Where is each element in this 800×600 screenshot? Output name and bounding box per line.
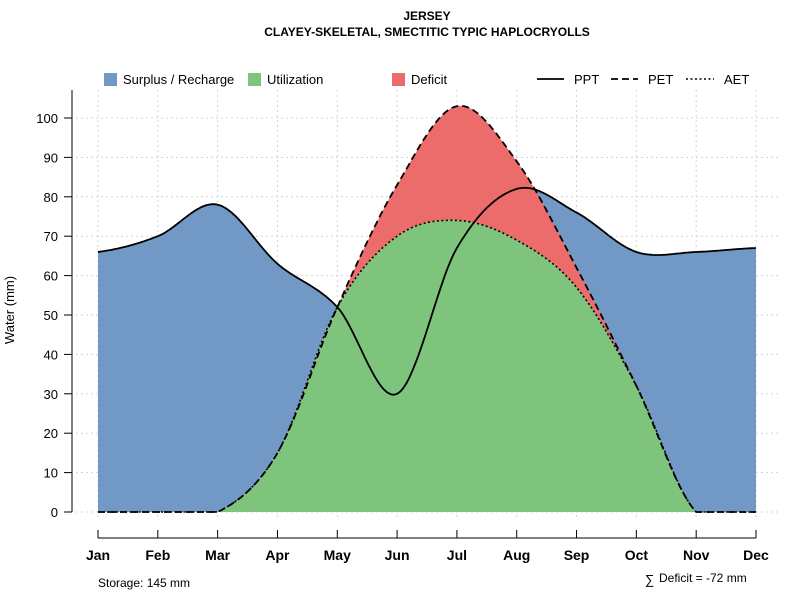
- y-tick-label: 50: [44, 308, 58, 323]
- y-tick-label: 70: [44, 229, 58, 244]
- storage-label: Storage: 145 mm: [98, 576, 190, 590]
- deficit-sum-symbol: ∑: [645, 572, 654, 587]
- legend: Surplus / Recharge Utilization Deficit P…: [104, 72, 749, 87]
- y-tick-label: 10: [44, 466, 58, 481]
- x-tick-label: Mar: [205, 547, 230, 563]
- legend-swatch-deficit: [392, 73, 405, 86]
- y-tick-label: 40: [44, 347, 58, 362]
- deficit-sum-label: Deficit = -72 mm: [659, 571, 747, 585]
- legend-label-pet: PET: [648, 72, 673, 87]
- y-tick-label: 60: [44, 269, 58, 284]
- x-tick-label: May: [324, 547, 351, 563]
- legend-label-surplus: Surplus / Recharge: [123, 72, 234, 87]
- chart-title: JERSEY: [403, 9, 450, 23]
- y-axis-label: Water (mm): [2, 276, 17, 344]
- y-tick-label: 90: [44, 150, 58, 165]
- y-tick-label: 20: [44, 426, 58, 441]
- x-tick-label: Aug: [503, 547, 530, 563]
- x-tick-label: Feb: [145, 547, 170, 563]
- legend-swatch-utilization: [248, 73, 261, 86]
- x-tick-label: Apr: [265, 547, 290, 563]
- deficit-area: [98, 105, 756, 513]
- utilization-area: [98, 220, 756, 513]
- chart-subtitle: CLAYEY-SKELETAL, SMECTITIC TYPIC HAPLOCR…: [264, 25, 590, 39]
- x-tick-label: Jan: [86, 547, 110, 563]
- legend-label-aet: AET: [724, 72, 749, 87]
- legend-label-utilization: Utilization: [267, 72, 323, 87]
- x-tick-label: Sep: [564, 547, 590, 563]
- x-tick-label: Jul: [447, 547, 467, 563]
- axes: 0 10 20 30 40 50 60 70 80 90 100 Jan Feb Mar Apr May Jun…: [36, 90, 769, 563]
- pet-line: [98, 105, 756, 513]
- x-tick-label: Oct: [625, 547, 649, 563]
- y-tick-label: 30: [44, 387, 58, 402]
- x-tick-label: Jun: [385, 547, 410, 563]
- y-tick-label: 100: [36, 111, 58, 126]
- ppt-line: [97, 186, 757, 396]
- y-tick-label: 80: [44, 190, 58, 205]
- legend-label-deficit: Deficit: [411, 72, 448, 87]
- x-tick-label: Nov: [683, 547, 710, 563]
- x-tick-label: Dec: [743, 547, 769, 563]
- y-tick-label: 0: [51, 505, 58, 520]
- legend-swatch-surplus: [104, 73, 117, 86]
- legend-label-ppt: PPT: [574, 72, 599, 87]
